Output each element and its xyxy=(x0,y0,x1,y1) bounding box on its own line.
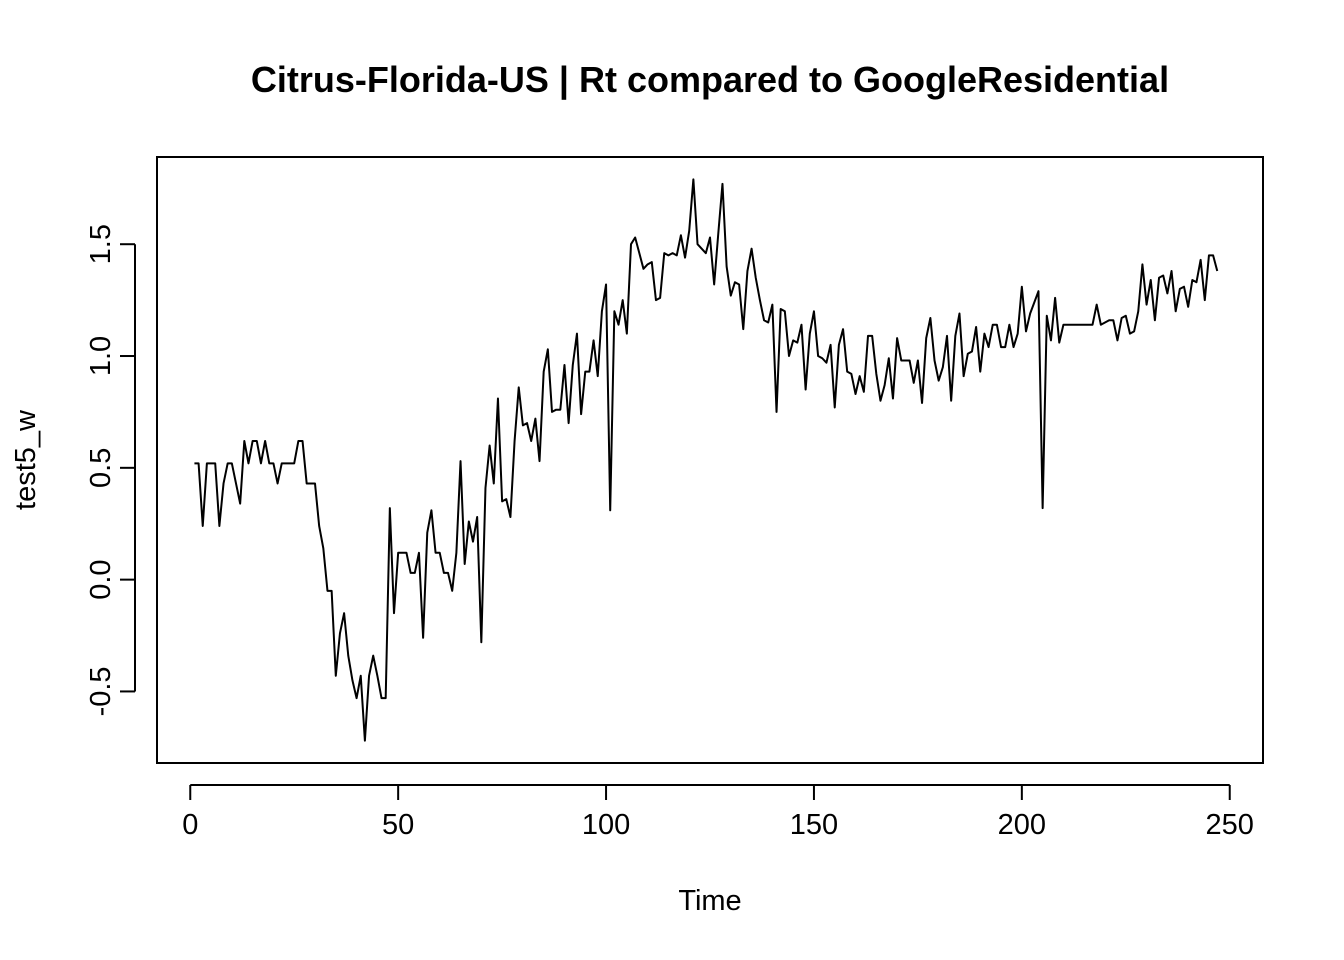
y-axis-label: test5_w xyxy=(10,409,42,510)
x-axis: 0 50 100 150 200 250 xyxy=(182,784,1254,841)
x-tick-label: 250 xyxy=(1206,809,1254,841)
y-tick-label: 1.0 xyxy=(85,336,117,376)
y-axis: -0.5 0.0 0.5 1.0 1.5 xyxy=(85,224,136,716)
y-tick-label: 0.5 xyxy=(85,448,117,488)
chart-title: Citrus-Florida-US | Rt compared to Googl… xyxy=(251,59,1169,101)
y-tick-label: -0.5 xyxy=(85,666,117,716)
x-tick-label: 200 xyxy=(998,809,1046,841)
plot-frame xyxy=(156,156,1264,764)
x-tick-label: 100 xyxy=(582,809,630,841)
x-tick-label: 50 xyxy=(382,809,414,841)
series-line xyxy=(194,178,1219,742)
x-tick-label: 150 xyxy=(790,809,838,841)
y-tick-label: 0.0 xyxy=(85,559,117,599)
x-tick-label: 0 xyxy=(182,809,198,841)
x-axis-label: Time xyxy=(678,885,741,917)
y-tick-label: 1.5 xyxy=(85,224,117,264)
